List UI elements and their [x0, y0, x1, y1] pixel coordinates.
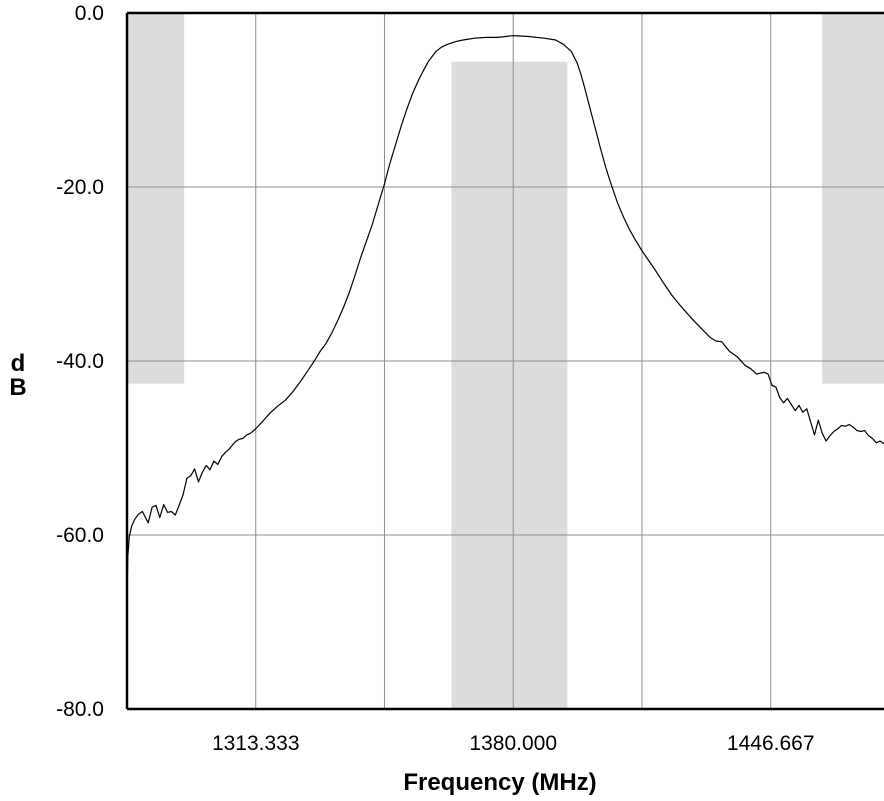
- series-line: [126, 35, 884, 596]
- mask-region: [451, 61, 568, 710]
- mask-region: [822, 13, 884, 384]
- x-tick-label: 1446.667: [727, 732, 815, 755]
- x-axis-title: Frequency (MHz): [403, 769, 596, 796]
- x-tick-label: 1313.333: [212, 732, 300, 755]
- y-tick-label: -80.0: [56, 698, 104, 721]
- mask-regions: [127, 13, 884, 710]
- y-tick-labels: 0.0 -20.0 -40.0 -60.0 -80.0: [56, 2, 104, 721]
- y-tick-label: -60.0: [56, 524, 104, 547]
- gridlines: [127, 13, 884, 709]
- series-group: [126, 35, 884, 596]
- y-tick-label: 0.0: [75, 2, 104, 25]
- x-tick-label: 1380.000: [469, 732, 557, 755]
- x-tick-labels: 1313.333 1380.000 1446.667: [212, 732, 815, 755]
- mask-region: [127, 13, 185, 384]
- y-tick-label: -40.0: [56, 350, 104, 373]
- y-tick-label: -20.0: [56, 176, 104, 199]
- axes: [125, 11, 884, 711]
